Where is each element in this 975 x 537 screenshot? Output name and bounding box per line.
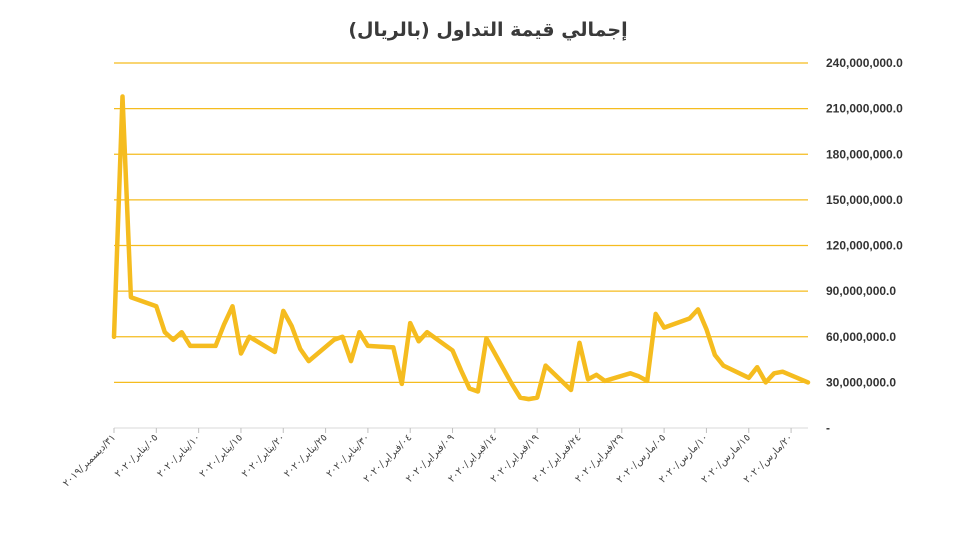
y-axis: - 30,000,000.0 60,000,000.0 90,000,000.0 120…	[826, 56, 903, 435]
x-tick-label: ٢٠/يناير/٢٠٢٠	[240, 432, 287, 479]
y-tick-label: 180,000,000.0	[826, 147, 903, 161]
y-tick-label: 210,000,000.0	[826, 102, 903, 116]
x-tick-label: ٢٥/يناير/٢٠٢٠	[282, 432, 329, 479]
y-tick-label: 60,000,000.0	[826, 330, 896, 344]
y-tick-label: 30,000,000.0	[826, 375, 896, 389]
y-tick-label: -	[826, 421, 830, 435]
x-tick-label: ١٥/يناير/٢٠٢٠	[198, 432, 245, 479]
series-line	[111, 94, 811, 402]
x-tick-label: ٣١/ديسمبر/٢٠١٩	[61, 432, 118, 489]
y-tick-label: 150,000,000.0	[826, 193, 903, 207]
gridlines	[114, 62, 808, 429]
y-tick-label: 240,000,000.0	[826, 56, 903, 70]
y-tick-label: 120,000,000.0	[826, 239, 903, 253]
chart-title: إجمالي قيمة التداول (بالريال)	[348, 19, 627, 41]
x-tick-label: ٠٥/يناير/٢٠٢٠	[113, 432, 160, 479]
series-layer	[111, 94, 811, 402]
x-axis: ٣١/ديسمبر/٢٠١٩٠٥/يناير/٢٠٢٠١٠/يناير/٢٠٢٠…	[61, 427, 808, 489]
y-tick-label: 90,000,000.0	[826, 284, 896, 298]
x-tick-label: ١٠/يناير/٢٠٢٠	[155, 432, 202, 479]
